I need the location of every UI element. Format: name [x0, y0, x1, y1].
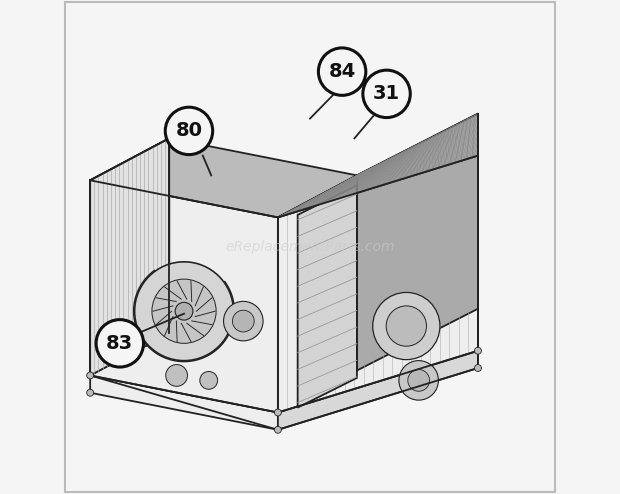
Circle shape [474, 347, 481, 354]
Text: 80: 80 [175, 122, 203, 140]
Circle shape [408, 370, 430, 391]
Polygon shape [90, 375, 278, 430]
Circle shape [200, 371, 218, 389]
Circle shape [319, 48, 366, 95]
Polygon shape [90, 138, 169, 375]
Circle shape [386, 306, 427, 346]
Polygon shape [278, 156, 478, 412]
Circle shape [224, 301, 263, 341]
Circle shape [232, 310, 254, 332]
Circle shape [275, 409, 281, 416]
Circle shape [363, 70, 410, 118]
Polygon shape [90, 180, 278, 412]
Circle shape [87, 389, 94, 396]
Text: eReplacementParts.com: eReplacementParts.com [225, 240, 395, 254]
Circle shape [399, 361, 438, 400]
Polygon shape [90, 138, 169, 375]
Circle shape [96, 320, 143, 367]
Circle shape [275, 426, 281, 433]
Circle shape [87, 372, 94, 379]
Polygon shape [278, 175, 357, 412]
Circle shape [474, 365, 481, 371]
Polygon shape [298, 185, 357, 408]
Polygon shape [278, 343, 478, 412]
Polygon shape [90, 368, 278, 412]
Circle shape [175, 302, 193, 320]
Polygon shape [90, 138, 357, 217]
Circle shape [152, 279, 216, 343]
Circle shape [166, 365, 187, 386]
Circle shape [373, 292, 440, 360]
Text: 83: 83 [106, 334, 133, 353]
Circle shape [166, 107, 213, 155]
Polygon shape [278, 114, 478, 217]
Text: 31: 31 [373, 84, 400, 103]
Polygon shape [278, 351, 478, 430]
Polygon shape [357, 114, 478, 370]
Text: 84: 84 [329, 62, 356, 81]
Circle shape [135, 262, 233, 361]
